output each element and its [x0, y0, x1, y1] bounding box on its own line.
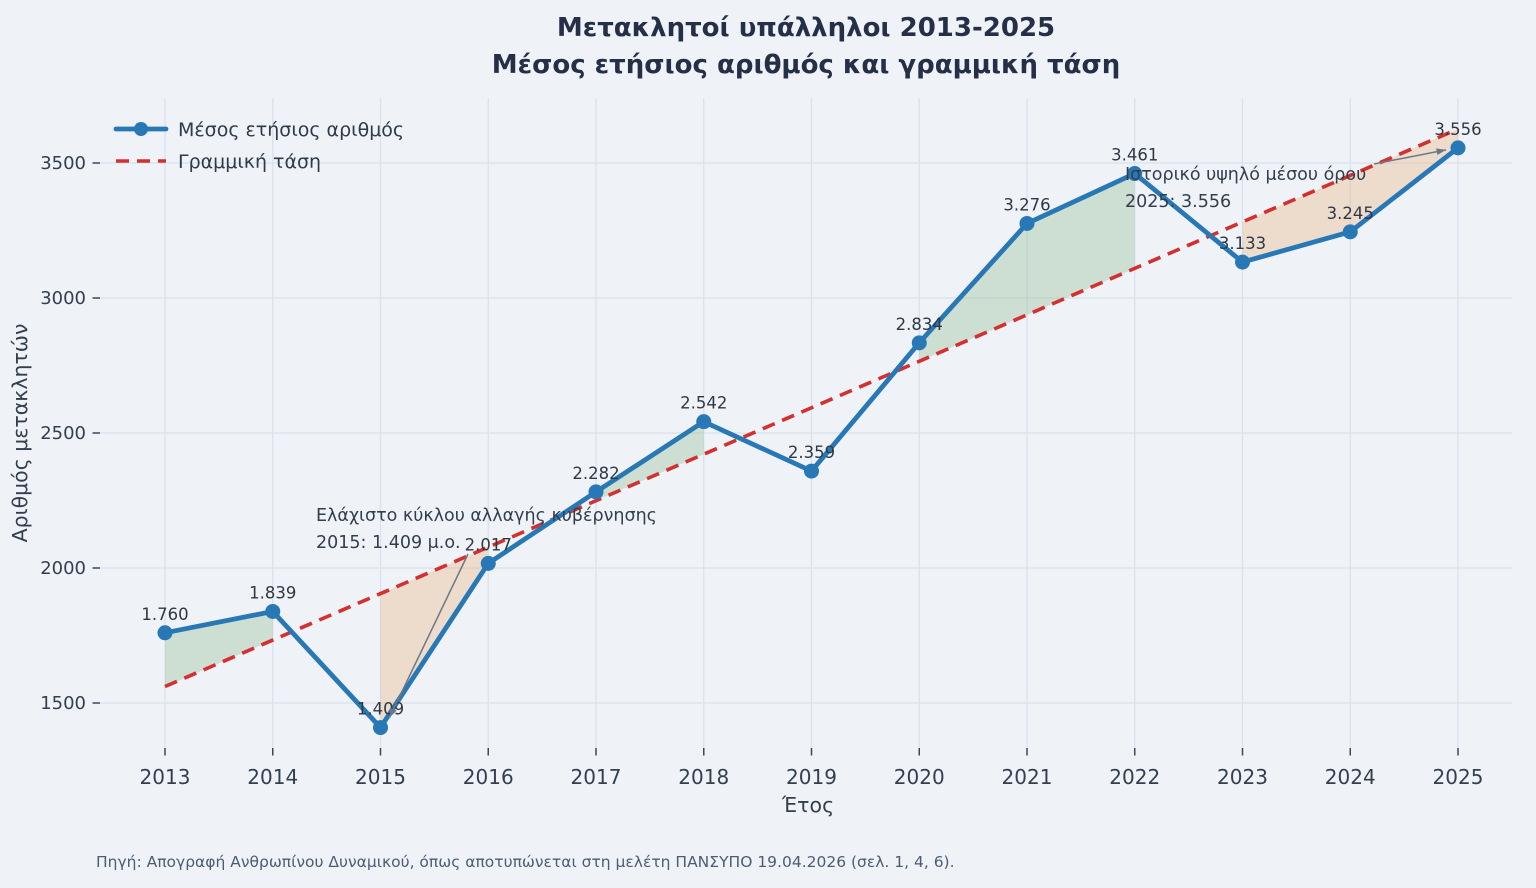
data-label-2019: 2.359 [788, 443, 835, 462]
xtick-label: 2022 [1109, 765, 1160, 789]
y-axis-label: Αριθμός μετακλητών [8, 324, 32, 543]
x-axis-label: Έτος [781, 793, 834, 817]
data-label-2021: 3.276 [1003, 195, 1050, 214]
xtick-label: 2013 [140, 765, 191, 789]
data-point-2016 [480, 555, 496, 571]
annotation-max-2025-line1: Ιστορικό υψηλό μέσου όρου [1125, 165, 1366, 185]
fill-below-trend [1350, 128, 1458, 232]
data-point-2023 [1235, 254, 1250, 270]
legend-marker-sample [134, 122, 148, 136]
ytick-label: 2000 [40, 558, 86, 579]
xtick-label: 2015 [355, 765, 406, 789]
annotation-min-2015-line2: 2015: 1.409 μ.ο. [316, 533, 461, 553]
data-point-2014 [265, 603, 281, 619]
data-point-2021 [1019, 215, 1035, 231]
data-label-2025: 3.556 [1434, 120, 1481, 139]
source-note: Πηγή: Απογραφή Ανθρωπίνου Δυναμικού, όπω… [96, 853, 955, 871]
trend-line [164, 127, 1459, 689]
data-point-2020 [911, 335, 927, 351]
data-point-2015 [373, 720, 388, 736]
xtick-label: 2016 [463, 765, 514, 789]
xtick-label: 2019 [786, 765, 837, 789]
chart-title-line1: Μετακλητοί υπάλληλοι 2013-2025 [556, 13, 1056, 43]
data-point-2024 [1342, 224, 1358, 240]
data-label-2014: 1.839 [249, 583, 296, 602]
data-point-2019 [804, 463, 819, 479]
xtick-label: 2025 [1433, 765, 1484, 789]
data-label-2024: 3.245 [1327, 204, 1374, 223]
annotation-min-2015-arrow-head [389, 707, 397, 718]
xtick-label: 2014 [247, 765, 298, 789]
data-point-2013 [157, 625, 173, 641]
annotation-max-2025-arrow-line [1373, 149, 1447, 165]
data-point-2022 [1127, 166, 1143, 182]
ytick-label: 3000 [40, 288, 86, 309]
legend-label-trend: Γραμμική τάση [178, 151, 321, 173]
annotation-max-2025-line2: 2025: 3.556 [1125, 192, 1231, 212]
data-label-2023: 3.133 [1219, 234, 1266, 253]
data-label-2018: 2.542 [680, 394, 727, 413]
data-point-2018 [696, 414, 712, 430]
fill-above-trend [919, 223, 1027, 362]
ytick-label: 1500 [40, 693, 86, 714]
data-point-2017 [588, 484, 604, 500]
xtick-label: 2020 [894, 765, 945, 789]
data-label-2022: 3.461 [1111, 146, 1158, 165]
chart-title: Μετακλητοί υπάλληλοι 2013-2025 Μέσος ετή… [100, 10, 1512, 84]
xtick-label: 2021 [1002, 765, 1053, 789]
annotation-min-2015-line1: Ελάχιστο κύκλου αλλαγής κυβέρνησης [316, 506, 657, 526]
data-label-2017: 2.282 [572, 464, 619, 483]
ytick-label: 2500 [40, 423, 86, 444]
xtick-label: 2023 [1217, 765, 1268, 789]
data-label-2020: 2.834 [896, 315, 943, 334]
annotation-min-2015-arrow-line [388, 553, 469, 718]
fill-above-trend [1027, 173, 1135, 315]
fill-below-trend [1242, 175, 1351, 263]
xtick-label: 2017 [571, 765, 622, 789]
data-label-2016: 2.017 [465, 535, 512, 554]
ytick-label: 3500 [40, 153, 86, 174]
chart-title-line2: Μέσος ετήσιος αριθμός και γραμμική τάση [491, 50, 1121, 80]
legend-label-series: Μέσος ετήσιος αριθμός [178, 119, 404, 141]
annotation-max-2025-arrow-head [1436, 148, 1446, 156]
xtick-label: 2018 [678, 765, 729, 789]
xtick-label: 2024 [1325, 765, 1376, 789]
fill-above-trend [165, 611, 273, 687]
legend [113, 122, 169, 163]
data-point-2025 [1450, 140, 1466, 156]
data-label-2013: 1.760 [141, 605, 188, 624]
